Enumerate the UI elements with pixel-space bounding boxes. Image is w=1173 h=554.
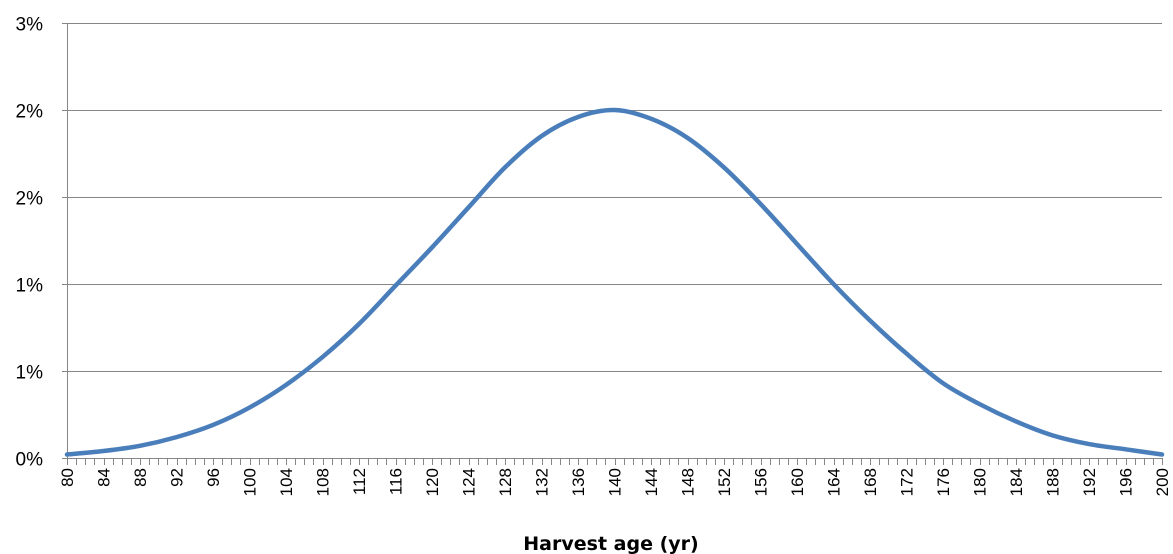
x-tick-label: 188 <box>1044 468 1063 496</box>
y-tick-label: 2% <box>16 189 44 210</box>
y-tick-label: 2% <box>16 102 44 123</box>
x-tick-label: 112 <box>350 468 369 495</box>
x-ticks <box>67 458 1163 465</box>
x-tick-label: 124 <box>460 468 479 496</box>
x-tick-label: 136 <box>569 468 588 496</box>
y-tick-label: 1% <box>16 363 44 384</box>
series-line <box>64 107 1165 457</box>
x-tick-label: 80 <box>58 468 77 487</box>
x-tick-label: 100 <box>241 468 260 496</box>
x-tick-label: 148 <box>679 468 698 496</box>
x-tick-label: 168 <box>861 468 880 496</box>
y-tick-label: 1% <box>16 276 44 297</box>
y-tick-label: 0% <box>16 450 44 471</box>
x-tick-label: 116 <box>387 468 406 495</box>
x-tick-label: 176 <box>934 468 953 496</box>
x-tick-label: 92 <box>168 468 187 487</box>
y-tick-label: 3% <box>16 15 44 36</box>
x-tick-label: 156 <box>752 468 771 496</box>
x-tick-label: 96 <box>204 468 223 487</box>
y-tick-labels: 0% 1% 1% 2% 2% 3% <box>16 15 44 471</box>
axes <box>62 23 1162 465</box>
x-tick-label: 200 <box>1153 468 1172 496</box>
x-tick-labels: 80 84 88 92 96 100 104 108 112 116 120 124 128 132 136… <box>58 468 1172 496</box>
x-tick-label: 184 <box>1007 468 1026 496</box>
x-tick-label: 152 <box>715 468 734 496</box>
x-tick-label: 196 <box>1117 468 1136 496</box>
x-tick-label: 120 <box>423 468 442 496</box>
x-tick-label: 88 <box>131 468 150 487</box>
x-tick-label: 180 <box>971 468 990 496</box>
x-tick-label: 108 <box>314 468 333 496</box>
x-tick-label: 104 <box>277 468 296 496</box>
x-tick-label: 128 <box>496 468 515 496</box>
x-tick-label: 164 <box>825 468 844 496</box>
x-tick-label: 140 <box>606 468 625 496</box>
x-tick-label: 160 <box>788 468 807 496</box>
x-tick-label: 84 <box>95 468 114 487</box>
x-tick-label: 144 <box>642 468 661 496</box>
x-axis-title: Harvest age (yr) <box>523 533 698 554</box>
x-tick-label: 172 <box>898 468 917 496</box>
x-tick-label: 192 <box>1080 468 1099 496</box>
x-tick-label: 132 <box>533 468 552 496</box>
